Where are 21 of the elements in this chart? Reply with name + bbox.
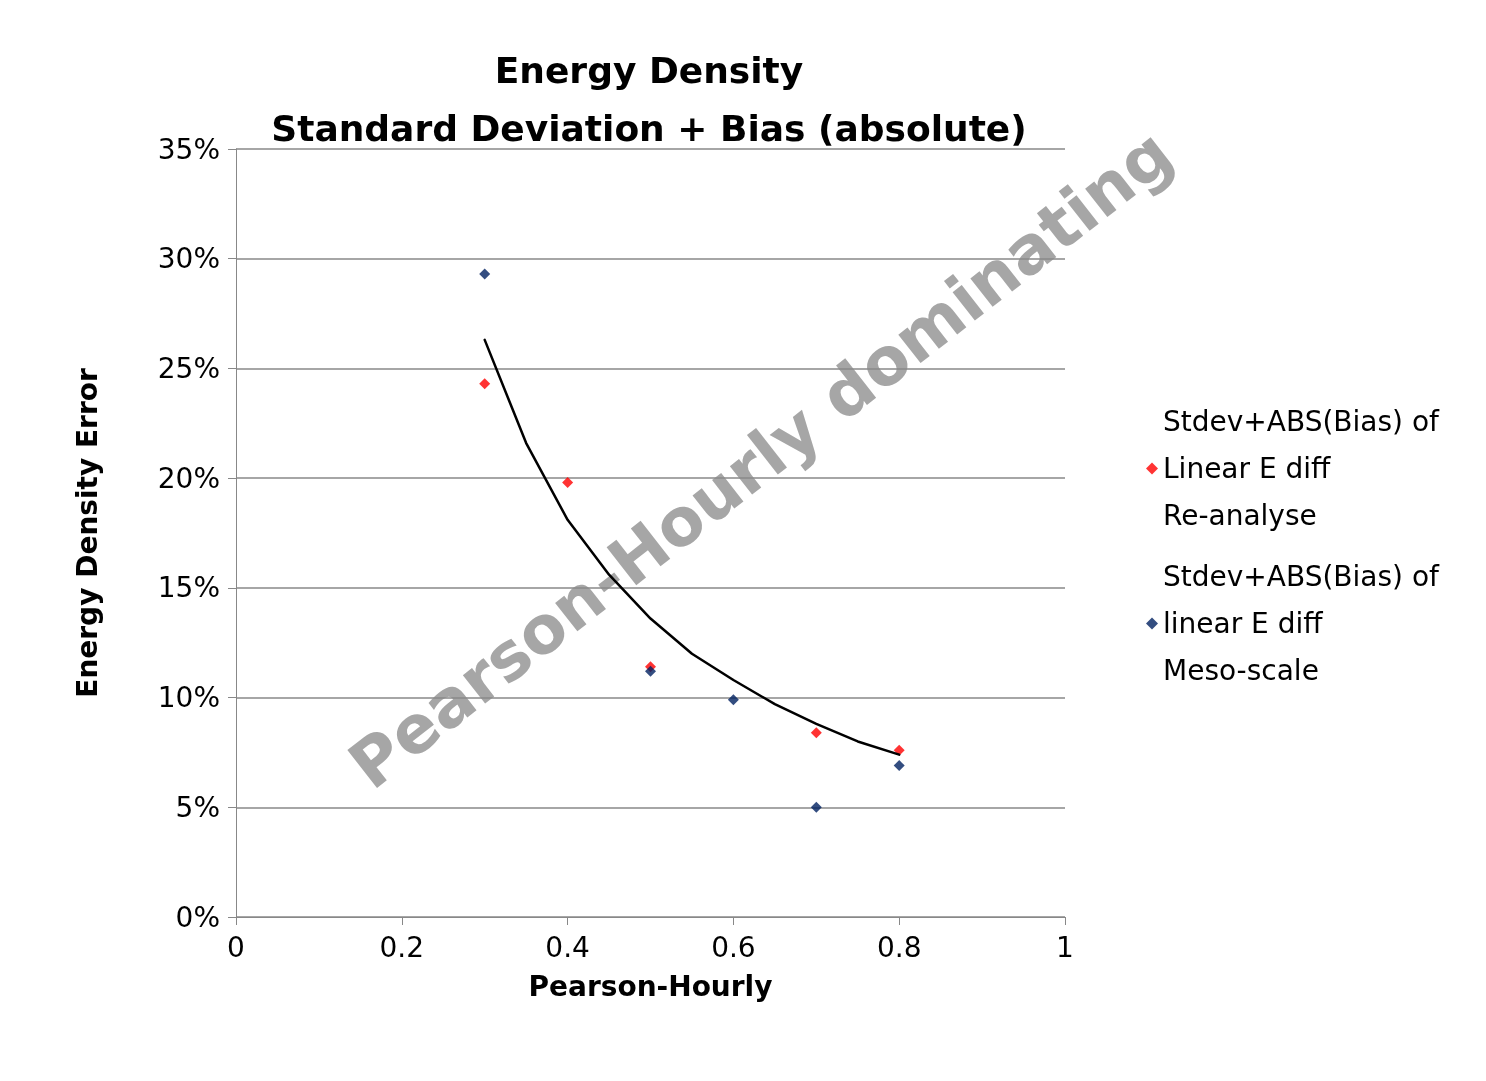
y-tick-label: 5% [175, 790, 220, 824]
legend-label: Stdev+ABS(Bias) of linear E diff Meso-scale [1163, 560, 1448, 687]
point [810, 801, 822, 813]
point [479, 268, 491, 280]
y-tick-label: 0% [175, 900, 220, 934]
y-axis-title: Energy Density Error [70, 368, 104, 698]
y-tick-label: 20% [157, 461, 220, 495]
x-tick-label: 1 [1056, 930, 1074, 964]
y-tick-label: 35% [157, 132, 220, 166]
x-tick-label: 0.2 [379, 930, 425, 964]
x-tick-label: 0.6 [711, 930, 756, 964]
point [479, 378, 491, 390]
x-tick-label: 0 [227, 930, 245, 964]
point [893, 760, 905, 772]
y-tick-label: 25% [157, 351, 220, 385]
x-axis-title: Pearson-Hourly [528, 969, 773, 1003]
y-tick-label: 15% [157, 571, 220, 605]
y-tick-label: 10% [157, 681, 220, 715]
y-tick-label: 30% [157, 242, 220, 276]
x-tick-label: 0.4 [545, 930, 590, 964]
x-tick-label: 0.8 [876, 930, 922, 964]
